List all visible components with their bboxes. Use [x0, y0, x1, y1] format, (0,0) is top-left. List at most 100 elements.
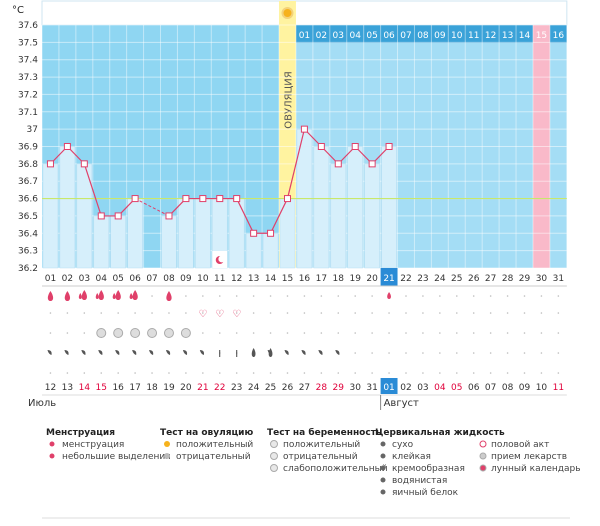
grid-dot	[185, 295, 187, 297]
grid-dot	[422, 372, 424, 374]
grid-dot	[252, 372, 255, 374]
day-number: 15	[282, 274, 293, 284]
grid-dot	[337, 332, 340, 334]
day-number: 22	[400, 274, 411, 284]
temperature-bar	[330, 163, 346, 269]
grid-dot	[66, 312, 69, 314]
legend-mucus-icon	[380, 441, 386, 447]
day-number: 10	[197, 274, 209, 284]
grid-dot	[506, 332, 509, 334]
grid-dot	[337, 312, 340, 314]
temperature-bar	[93, 215, 109, 269]
calendar-date: 26	[282, 383, 294, 393]
y-tick-label: 37.1	[18, 108, 38, 118]
calendar-date: 16	[112, 383, 124, 393]
mucus-creamy-icon	[284, 350, 289, 355]
phase2-day-number: 06	[383, 31, 395, 41]
phase2-day-number: 15	[536, 31, 547, 41]
spotting-icon	[387, 292, 391, 299]
mucus-watery-icon	[251, 348, 256, 357]
mucus-creamy-icon	[318, 350, 323, 355]
menstruation-icon	[115, 290, 121, 300]
legend-item: кремообразная	[392, 464, 465, 474]
legend-item: менструация	[62, 440, 124, 450]
temperature-point	[334, 160, 342, 168]
temperature-point	[165, 212, 173, 220]
temperature-point	[283, 195, 291, 203]
grid-dot	[489, 295, 492, 297]
pill-icon	[147, 328, 158, 338]
grid-dot	[422, 312, 424, 314]
menstruation-icon	[132, 290, 138, 300]
grid-dot	[320, 295, 323, 297]
calendar-date: 08	[502, 383, 514, 393]
calendar-date: 30	[349, 383, 361, 393]
grid-dot	[523, 312, 526, 314]
phase2-day-number: 13	[502, 31, 513, 41]
legend-item: отрицательный	[283, 452, 358, 462]
grid-dot	[286, 372, 289, 374]
day-number: 06	[129, 274, 141, 284]
grid-dot	[489, 352, 492, 354]
legend-item: половой акт	[491, 440, 549, 450]
y-tick-label: 36.8	[18, 160, 38, 170]
temperature-bar	[161, 215, 177, 269]
calendar-date: 27	[299, 383, 310, 393]
temperature-point	[63, 143, 71, 150]
grid-dot	[235, 312, 238, 314]
grid-dot	[354, 352, 357, 354]
temperature-point	[80, 160, 88, 168]
grid-dot	[202, 372, 204, 374]
grid-dot	[388, 332, 390, 334]
grid-dot	[422, 352, 424, 354]
grid-dot	[83, 332, 86, 334]
grid-dot	[405, 352, 407, 354]
calendar-date: 10	[536, 383, 548, 393]
day-number: 04	[96, 274, 108, 284]
legend-item: водянистая	[392, 476, 447, 486]
grid-dot	[235, 372, 238, 374]
grid-dot	[371, 312, 373, 314]
grid-dot	[134, 372, 136, 374]
y-tick-label: 36.4	[18, 229, 38, 239]
grid-dot	[523, 372, 526, 374]
grid-dot	[422, 295, 424, 297]
grid-dot	[523, 352, 526, 354]
legend-pregnancy-icon	[270, 464, 278, 472]
legend-item: слабоположительный	[283, 464, 388, 474]
mucus-creamy-icon	[64, 350, 69, 355]
legend-ovulation-icon	[164, 453, 170, 459]
temperature-bar	[262, 233, 279, 269]
legend-ovulation-icon	[164, 441, 170, 447]
legend-menstruation-icon	[49, 453, 55, 459]
grid-dot	[117, 312, 119, 314]
grid-dot	[49, 372, 52, 374]
mucus-creamy-icon	[301, 350, 306, 355]
grid-dot	[388, 372, 390, 374]
grid-dot	[422, 332, 424, 334]
grid-dot	[354, 295, 357, 297]
day-number: 09	[180, 274, 192, 284]
day-number: 07	[146, 274, 157, 284]
temperature-bar	[110, 215, 126, 269]
grid-dot	[151, 312, 153, 314]
calendar-date: 06	[468, 383, 480, 393]
legend-pregnancy-icon	[270, 452, 278, 460]
grid-dot	[388, 352, 390, 354]
grid-dot	[235, 332, 238, 334]
phase2-day-number: 16	[553, 31, 565, 41]
day-number: 11	[214, 274, 225, 284]
grid-dot	[218, 352, 221, 354]
mucus-creamy-icon	[98, 350, 103, 355]
grid-dot	[252, 312, 255, 314]
grid-dot	[320, 332, 323, 334]
grid-dot	[371, 295, 373, 297]
temperature-point	[300, 125, 308, 133]
temperature-line	[286, 129, 305, 199]
grid-dot	[540, 332, 543, 334]
grid-dot	[455, 295, 458, 297]
temperature-point	[114, 212, 122, 220]
day-number: 31	[553, 274, 564, 284]
